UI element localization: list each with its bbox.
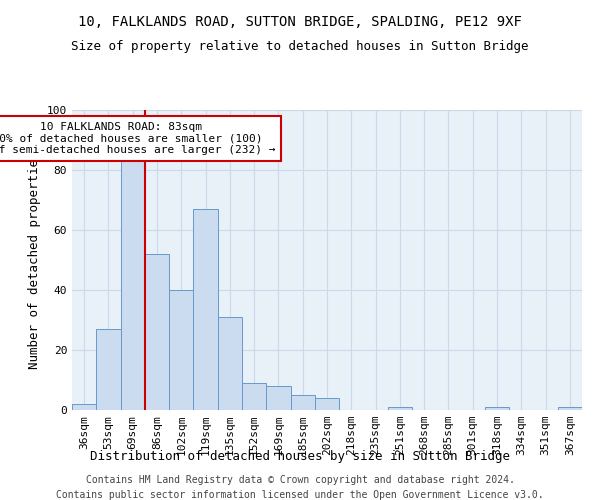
Text: Contains public sector information licensed under the Open Government Licence v3: Contains public sector information licen… [56, 490, 544, 500]
Bar [145, 254, 169, 410]
Bar [218, 317, 242, 410]
Bar [485, 407, 509, 410]
Bar [290, 395, 315, 410]
Text: Size of property relative to detached houses in Sutton Bridge: Size of property relative to detached ho… [71, 40, 529, 53]
Bar [266, 386, 290, 410]
Bar [121, 131, 145, 410]
Text: Contains HM Land Registry data © Crown copyright and database right 2024.: Contains HM Land Registry data © Crown c… [86, 475, 514, 485]
Text: 10 FALKLANDS ROAD: 83sqm
← 30% of detached houses are smaller (100)
70% of semi-: 10 FALKLANDS ROAD: 83sqm ← 30% of detach… [0, 122, 276, 155]
Bar [169, 290, 193, 410]
Bar [193, 209, 218, 410]
Bar [72, 404, 96, 410]
Text: Distribution of detached houses by size in Sutton Bridge: Distribution of detached houses by size … [90, 450, 510, 463]
Y-axis label: Number of detached properties: Number of detached properties [28, 151, 41, 369]
Bar [388, 407, 412, 410]
Bar [558, 407, 582, 410]
Bar [315, 398, 339, 410]
Bar [96, 329, 121, 410]
Bar [242, 383, 266, 410]
Text: 10, FALKLANDS ROAD, SUTTON BRIDGE, SPALDING, PE12 9XF: 10, FALKLANDS ROAD, SUTTON BRIDGE, SPALD… [78, 15, 522, 29]
